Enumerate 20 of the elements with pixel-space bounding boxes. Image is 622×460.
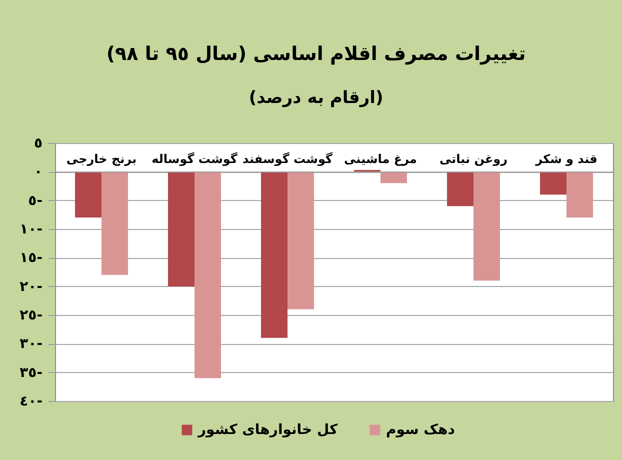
y-tick-label: ١٥- (20, 250, 43, 266)
x-tick-label: برنج خارجی (66, 152, 137, 166)
x-tick-label: مرغ ماشینی (344, 152, 417, 166)
y-tick-label: ٢٠- (20, 278, 43, 295)
y-tick-label: ٣٥- (20, 364, 43, 381)
chart-subtitle: (ارقام به درصد) (248, 88, 384, 108)
x-tick-label: روغن نباتی (439, 152, 508, 166)
legend-label: دهک سوم (386, 422, 455, 438)
x-tick-label: گوشت گوساله (152, 152, 238, 166)
y-tick-label: ٥ (34, 136, 42, 152)
chart-title: تغییرات مصرف اقلام اساسی (سال ٩٥ تا ٩٨) (106, 43, 526, 65)
y-tick-label: ٣٠- (20, 336, 43, 352)
legend-label: کل خانوارهای کشور (197, 422, 339, 438)
x-tick-label: قند و شکر (534, 152, 598, 166)
y-tick-label: ٢٥- (20, 308, 43, 324)
x-tick-label: گوشت گوسفند (242, 152, 332, 166)
y-tick-label: ٠ (34, 164, 42, 180)
y-tick-label: ٥- (28, 192, 43, 209)
y-tick-label: ١٠- (20, 222, 43, 238)
y-tick-label: ٤٠- (20, 394, 43, 410)
